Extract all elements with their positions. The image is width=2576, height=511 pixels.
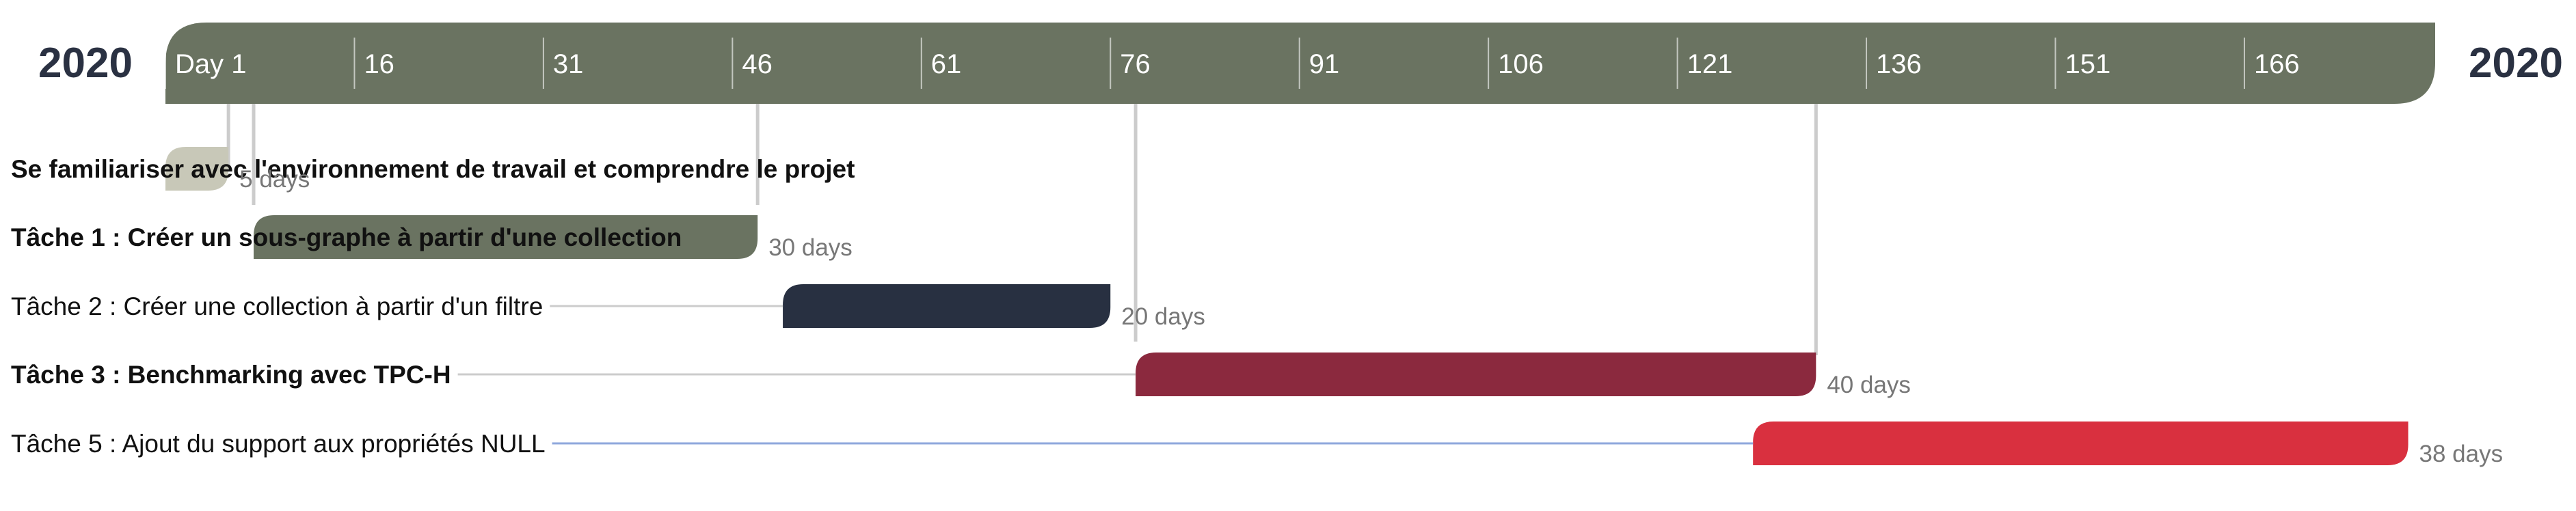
task-label: Tâche 5 : Ajout du support aux propriété…	[11, 430, 546, 458]
task-label: Tâche 1 : Créer un sous-graphe à partir …	[11, 223, 682, 251]
tick-label: 46	[742, 49, 773, 79]
task-bar	[1136, 353, 1816, 396]
task-bar	[783, 284, 1111, 328]
task-label: Se familiariser avec l'environnement de …	[11, 155, 855, 183]
task-duration-label: 40 days	[1827, 372, 1911, 398]
task-duration-label: 5 days	[239, 166, 310, 193]
year-label-right: 2020	[2469, 40, 2563, 87]
tick-label: 61	[931, 49, 962, 79]
tick-label: 151	[2065, 49, 2111, 79]
tick-label: 136	[1876, 49, 1922, 79]
tick-label: 31	[553, 49, 584, 79]
task-bar	[165, 147, 229, 191]
task-row: Se familiariser avec l'environnement de …	[11, 147, 855, 193]
task-row: Tâche 5 : Ajout du support aux propriété…	[11, 422, 2503, 467]
task-duration-label: 30 days	[768, 234, 853, 261]
tick-label: 91	[1309, 49, 1340, 79]
dependency-lines	[226, 102, 1818, 355]
tick-label: 121	[1687, 49, 1733, 79]
task-row: Tâche 2 : Créer une collection à partir …	[11, 284, 1205, 330]
task-label: Tâche 2 : Créer une collection à partir …	[11, 292, 543, 320]
tick-label: 76	[1120, 49, 1151, 79]
task-bar	[254, 215, 758, 259]
tick-label: 106	[1498, 49, 1544, 79]
timeline-ticks: Day 1 16 31 46 61 76 91 106 121 136 151 166	[165, 38, 2300, 89]
task-rows: Se familiariser avec l'environnement de …	[11, 147, 2503, 467]
tick-label: 166	[2254, 49, 2300, 79]
tick-label: Day 1	[175, 49, 247, 79]
task-bar	[1753, 422, 2409, 465]
year-label-left: 2020	[38, 40, 133, 87]
tick-label: 16	[364, 49, 394, 79]
task-row: Tâche 3 : Benchmarking avec TPC-H 40 days	[11, 353, 1911, 398]
task-row: Tâche 1 : Créer un sous-graphe à partir …	[11, 215, 853, 261]
task-duration-label: 20 days	[1121, 303, 1205, 330]
task-label: Tâche 3 : Benchmarking avec TPC-H	[11, 361, 451, 389]
task-duration-label: 38 days	[2419, 441, 2504, 467]
